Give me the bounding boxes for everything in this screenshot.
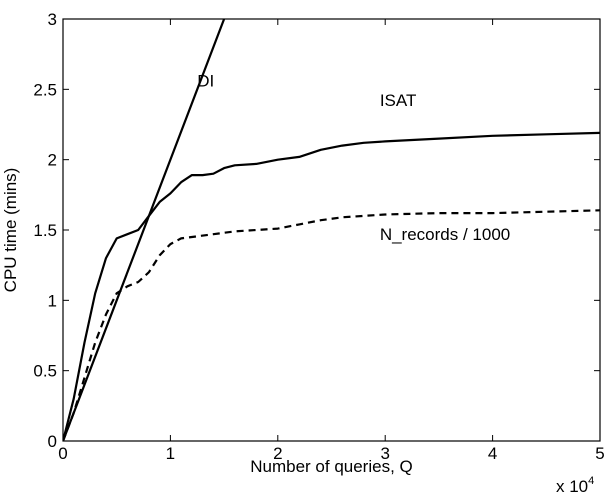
x-tick-label: 4 — [488, 444, 497, 463]
y-tick-label: 3 — [48, 10, 57, 29]
x-tick-label: 1 — [166, 444, 175, 463]
x-tick-label: 2 — [273, 444, 282, 463]
y-tick-label: 2 — [48, 151, 57, 170]
plot-area: 0 1 2 3 4 5 0 0.5 1 1.5 2 2.5 3 — [33, 10, 604, 463]
y-tick-labels: 0 0.5 1 1.5 2 2.5 3 — [33, 10, 57, 451]
x-tick-label: 5 — [595, 444, 604, 463]
series-line-n-records-1000 — [63, 209, 600, 441]
y-tick-label: 2.5 — [33, 80, 57, 99]
series-lines — [63, 19, 600, 441]
y-tick-label: 0 — [48, 432, 57, 451]
y-axis-label: CPU time (mins) — [1, 168, 20, 293]
y-tick-label: 1.5 — [33, 221, 57, 240]
x-multiplier-base: x 10 — [556, 477, 588, 496]
series-line-isat — [63, 131, 600, 441]
x-tick-label: 3 — [380, 444, 389, 463]
y-tick-label: 1 — [48, 291, 57, 310]
annotation-isat: ISAT — [380, 91, 417, 110]
series-line-di — [63, 19, 226, 441]
annotation-n-records: N_records / 1000 — [380, 225, 510, 244]
x-axis-label: Number of queries, Q — [250, 457, 413, 476]
annotation-di: DI — [197, 72, 214, 91]
x-multiplier-exponent: 4 — [588, 475, 594, 487]
x-tick-labels: 0 1 2 3 4 5 — [58, 444, 604, 463]
y-tick-label: 0.5 — [33, 362, 57, 381]
x-axis-multiplier: x 104 — [556, 475, 594, 496]
x-tick-label: 0 — [58, 444, 67, 463]
